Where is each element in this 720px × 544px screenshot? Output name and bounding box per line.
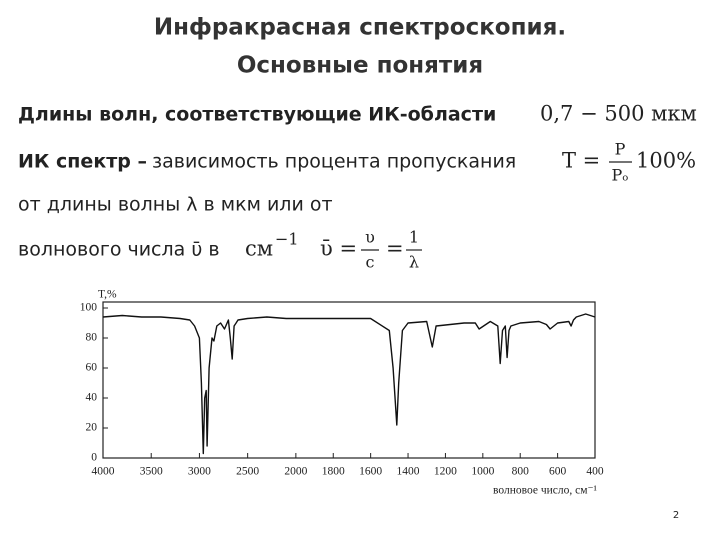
y-axis-label: T,%	[98, 289, 117, 301]
y-tick-label: 0	[91, 452, 97, 464]
plot-frame	[102, 301, 596, 459]
formula: λ	[409, 253, 419, 272]
formula: ῡ =	[320, 237, 357, 261]
x-tick-label: 2000	[284, 466, 307, 478]
x-tick-label: 3500	[140, 466, 163, 478]
page-number: 2	[673, 510, 679, 521]
x-tick-label: 800	[512, 466, 530, 478]
y-tick-label: 80	[86, 332, 98, 344]
formula: υ	[365, 228, 375, 247]
text: волнового числа ῡ в	[18, 239, 220, 261]
formula: c	[366, 253, 375, 272]
formula: 0,7 − 500 мкм	[540, 102, 697, 126]
text: Длины волн, соответствующие ИК-области	[18, 104, 496, 126]
text: зависимость процента пропускания	[152, 151, 516, 173]
y-tick-label: 100	[80, 302, 98, 314]
x-tick-label: 2500	[236, 466, 259, 478]
x-tick-label: 600	[549, 466, 567, 478]
title: Основные понятия	[237, 53, 483, 79]
spectrum-line	[102, 313, 596, 455]
formula: T =	[562, 149, 600, 173]
unit-sup: −1	[275, 230, 299, 249]
x-tick-label: 4000	[92, 466, 115, 478]
x-tick-label: 1000	[471, 466, 494, 478]
x-tick-label: 1200	[434, 466, 457, 478]
formula: =	[386, 237, 404, 261]
text: ИК спектр –	[18, 151, 147, 173]
unit: см	[245, 237, 273, 261]
x-tick-label: 1400	[397, 466, 420, 478]
x-axis-label: волновое число, см⁻¹	[493, 485, 598, 497]
formula: 100%	[636, 149, 696, 173]
title: Инфракрасная спектроскопия.	[154, 15, 566, 41]
x-tick-label: 1600	[359, 466, 382, 478]
y-tick-label: 60	[86, 362, 98, 374]
x-tick-label: 1800	[322, 466, 345, 478]
formula: 1	[409, 228, 419, 247]
x-tick-label: 400	[586, 466, 604, 478]
formula: Pₒ	[612, 166, 629, 185]
text: от длины волны λ в мкм или от	[18, 194, 333, 216]
x-tick-label: 3000	[188, 466, 211, 478]
y-tick-label: 20	[86, 422, 98, 434]
formula: P	[615, 140, 626, 159]
y-tick-label: 40	[86, 392, 98, 404]
